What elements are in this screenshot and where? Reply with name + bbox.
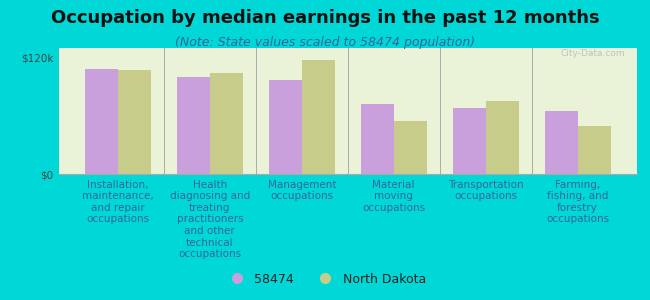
Bar: [210, 73, 243, 174]
Legend: 58474, North Dakota: 58474, North Dakota: [219, 268, 431, 291]
Text: (Note: State values scaled to 58474 population): (Note: State values scaled to 58474 popu…: [175, 36, 475, 49]
Bar: [361, 104, 394, 174]
Bar: [268, 80, 302, 174]
Bar: [452, 108, 486, 174]
Text: City-Data.com: City-Data.com: [561, 49, 625, 58]
Bar: [118, 70, 151, 174]
Bar: [486, 101, 519, 174]
Bar: [302, 60, 335, 174]
Bar: [177, 77, 210, 174]
Text: Occupation by median earnings in the past 12 months: Occupation by median earnings in the pas…: [51, 9, 599, 27]
Bar: [545, 111, 578, 174]
Bar: [578, 125, 611, 174]
Bar: [84, 69, 118, 174]
Bar: [394, 121, 427, 174]
